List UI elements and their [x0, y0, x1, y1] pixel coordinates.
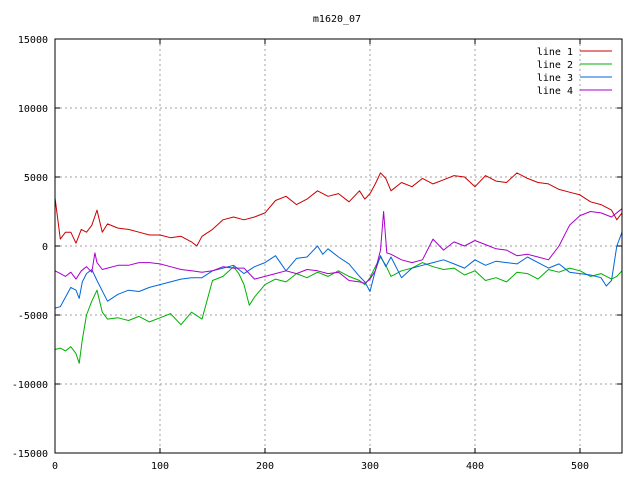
x-tick-label: 300	[361, 461, 379, 472]
y-tick-label: -5000	[18, 311, 48, 322]
y-tick-label: 15000	[18, 35, 48, 46]
series-line-3	[54, 232, 623, 309]
y-tick-label: 0	[42, 242, 48, 253]
y-tick-label: 10000	[18, 104, 48, 115]
legend-label: line 1	[537, 47, 573, 58]
axis-ticks: 0 100 200 300 400 500 -15000 -10000 -5000 0 5000 10…	[12, 35, 622, 472]
x-tick-label: 100	[151, 461, 169, 472]
x-tick-label: 400	[466, 461, 484, 472]
series-line-1	[54, 172, 623, 247]
legend-label: line 4	[537, 86, 573, 97]
legend-label: line 2	[537, 60, 573, 71]
legend-label: line 3	[537, 73, 573, 84]
y-tick-label: 5000	[24, 173, 48, 184]
chart-title: m1620_07	[313, 14, 361, 25]
x-tick-label: 500	[571, 461, 589, 472]
y-tick-label: -10000	[12, 380, 48, 391]
series-line-4	[54, 208, 623, 284]
series-lines	[54, 172, 623, 364]
grid-lines	[55, 39, 622, 453]
x-tick-label: 0	[52, 461, 58, 472]
x-tick-label: 200	[256, 461, 274, 472]
series-line-2	[54, 256, 623, 364]
legend: line 1 line 2 line 3 line 4	[537, 47, 612, 97]
y-tick-label: -15000	[12, 449, 48, 460]
